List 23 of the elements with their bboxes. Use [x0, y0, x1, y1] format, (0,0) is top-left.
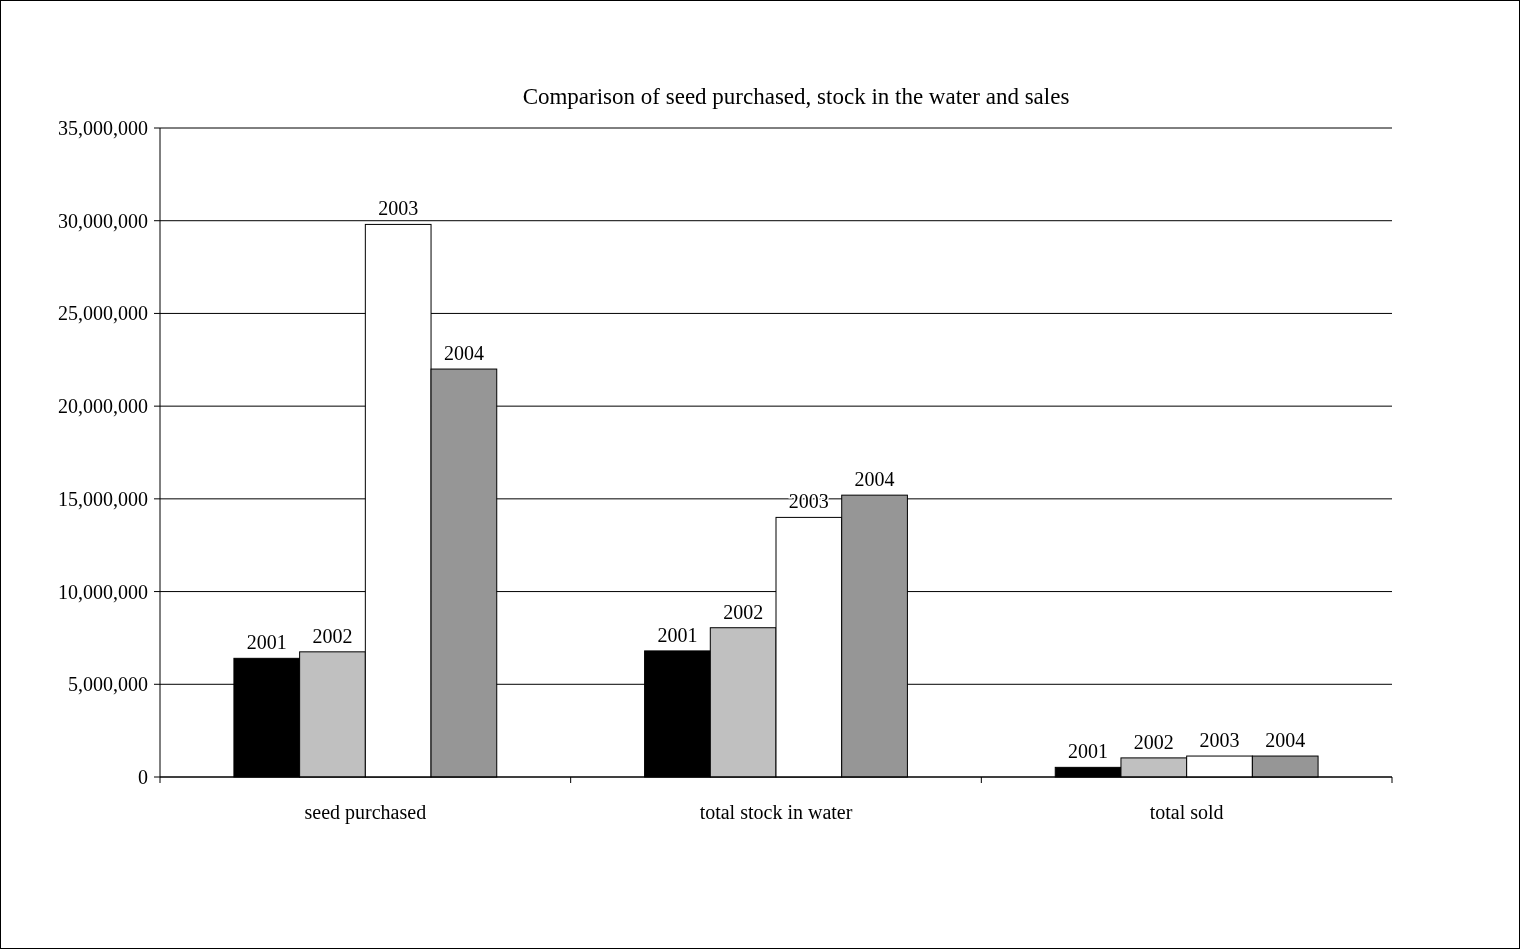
y-tick-label: 20,000,000 — [58, 395, 148, 418]
x-tick-label: seed purchased — [304, 801, 427, 824]
y-tick-label: 35,000,000 — [58, 117, 148, 139]
series-label: 2003 — [378, 197, 419, 220]
text: 2004 — [854, 468, 895, 491]
y-tick-label: 10,000,000 — [58, 580, 148, 603]
series-label: 2004 — [443, 342, 484, 365]
text: 2002 — [723, 600, 764, 623]
series-label: 2002 — [312, 624, 353, 647]
y-tick-label: 30,000,000 — [58, 209, 148, 232]
text: 2002 — [1133, 730, 1174, 753]
chart-title: Comparison of seed purchased, stock in the water and sales — [522, 84, 1070, 109]
y-tick-label: 15,000,000 — [58, 487, 148, 510]
text: 2003 — [1199, 729, 1240, 752]
y-tick-label: 25,000,000 — [58, 302, 148, 325]
text: 2004 — [1265, 729, 1306, 752]
y-tick-label: 5,000,000 — [68, 673, 148, 696]
series-label: 2001 — [246, 631, 287, 654]
y-tick-label: 0 — [138, 766, 148, 788]
x-tick-label: total stock in water — [699, 801, 853, 823]
text: 2001 — [1068, 740, 1109, 763]
text: 2001 — [657, 623, 698, 646]
x-tick-label: total sold — [1149, 801, 1224, 823]
